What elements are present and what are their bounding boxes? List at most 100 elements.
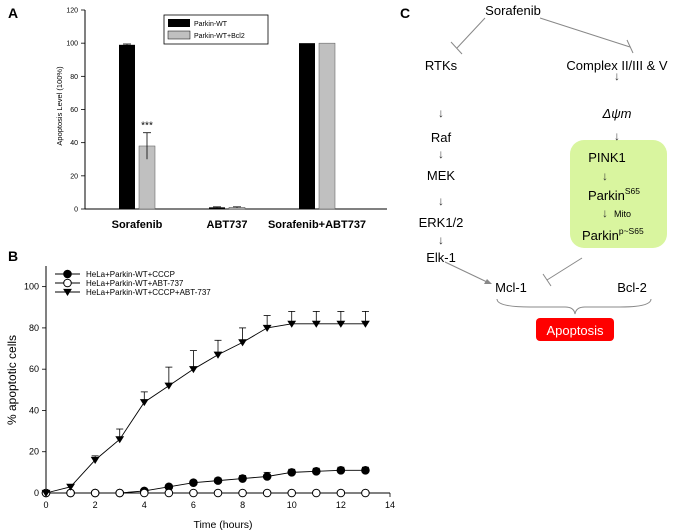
data-point (361, 488, 370, 498)
data-point (238, 474, 247, 483)
data-point (41, 489, 51, 497)
series-hela-parkin-wt-cccp-abt-737 (41, 310, 370, 497)
x-tick-label: 2 (93, 500, 98, 510)
legend-label-hela-parkin-wt-abt-737: HeLa+Parkin-WT+ABT-737 (86, 279, 184, 288)
data-point (189, 366, 198, 374)
data-point (139, 488, 149, 498)
line-chart-y-label: % apoptotic cells (5, 335, 19, 425)
data-point (311, 320, 321, 328)
data-point (213, 488, 223, 498)
node-apoptosis: Apoptosis (546, 323, 604, 338)
data-point (311, 467, 321, 476)
legend-marker-hela-parkin-wt-cccp-abt-737 (63, 288, 72, 296)
data-point (311, 488, 321, 498)
diagram-connectors (444, 17, 634, 287)
y-tick-label: 40 (70, 140, 78, 147)
data-point (189, 488, 198, 498)
bar-chart-y-label: Apoptosis Level (100%) (55, 66, 64, 146)
data-point (164, 488, 174, 498)
node-pink1: PINK1 (588, 150, 626, 165)
bar-parkin-wt-sorafenib (119, 44, 135, 210)
node-mcl1: Mcl-1 (495, 280, 527, 295)
data-point (164, 382, 174, 390)
bar-chart-categories: Sorafenib ABT737 Sorafenib+ABT737 (112, 219, 366, 231)
y-tick-label: 0 (74, 207, 78, 214)
category-label-abt737: ABT737 (207, 219, 248, 231)
line-chart-y-ticks: 0 20 40 60 80 100 (24, 282, 46, 498)
y-tick-label: 20 (70, 173, 78, 180)
y-tick-label: 0 (34, 488, 39, 498)
data-point (238, 488, 247, 498)
node-delta-psi: Δψm (601, 106, 631, 121)
data-point (262, 472, 272, 481)
x-tick-label: 8 (240, 500, 245, 510)
arrowhead-mcl1 (484, 279, 492, 284)
panel-label-a: A (8, 5, 18, 21)
data-point (213, 476, 223, 485)
line-chart-x-label: Time (hours) (193, 519, 252, 531)
panel-label-b: B (8, 248, 18, 264)
inhibit-bar-complex (626, 39, 634, 54)
arrow-complex-psi: ↓ (614, 69, 620, 83)
category-label-sorafenib-abt737: Sorafenib+ABT737 (268, 219, 366, 231)
series-hela-parkin-wt-abt-737 (41, 488, 370, 498)
inhibit-bar-rtks (450, 41, 463, 55)
arrow-raf-mek: ↓ (438, 147, 444, 161)
significance-annotation: *** (141, 121, 153, 132)
node-parkin-s65: ParkinS65 (588, 186, 640, 203)
diagram-arrows: ↓ ↓ ↓ ↓ ↓ ↓ ↓ ↓ (438, 69, 620, 247)
node-raf: Raf (431, 130, 452, 145)
arrow-erk-elk: ↓ (438, 233, 444, 247)
panel-label-c: C (400, 5, 410, 21)
parkin-p-s65-superscript: p~S65 (619, 226, 644, 236)
y-tick-label: 60 (29, 364, 39, 374)
y-tick-label: 80 (29, 323, 39, 333)
y-tick-label: 20 (29, 447, 39, 457)
parkin-p-s65-base: Parkin (582, 228, 619, 243)
apoptosis-box (536, 318, 614, 341)
legend-marker-hela-parkin-wt-cccp (63, 269, 72, 279)
line-chart-legend: HeLa+Parkin-WT+CCCPHeLa+Parkin-WT+ABT-73… (55, 269, 211, 297)
data-point (189, 478, 198, 487)
pink1-parkin-box (570, 140, 667, 248)
x-tick-label: 6 (191, 500, 196, 510)
data-point (287, 468, 297, 477)
data-point (361, 466, 370, 475)
bar-parkin-wt-sorafenib-abt737 (299, 43, 315, 209)
arrow-rtks-raf: ↓ (438, 106, 444, 120)
y-tick-label: 120 (66, 8, 78, 15)
node-erk: ERK1/2 (419, 215, 464, 230)
x-tick-label: 4 (142, 500, 147, 510)
data-point (115, 436, 125, 444)
data-point (90, 488, 100, 498)
data-point (262, 324, 272, 332)
series-line (45, 323, 366, 494)
arrow-parkin-parkinp: ↓ (602, 206, 608, 220)
parkin-s65-base: Parkin (588, 188, 625, 203)
node-elk1: Elk-1 (426, 250, 456, 265)
y-tick-label: 80 (70, 74, 78, 81)
legend-label-parkin-wt-bcl2: Parkin-WT+Bcl2 (194, 33, 245, 40)
node-bcl2: Bcl-2 (617, 280, 647, 295)
x-tick-label: 0 (43, 500, 48, 510)
data-point (90, 456, 100, 464)
data-point (213, 351, 223, 359)
data-point (336, 320, 346, 328)
category-label-sorafenib: Sorafenib (112, 219, 163, 231)
data-point (361, 320, 370, 328)
legend-swatch-parkin-wt (168, 19, 190, 27)
node-mito: Mito (614, 209, 631, 219)
bar-parkin-wt-bcl2-sorafenib-abt737 (318, 42, 336, 210)
sorafenib-inhibits-rtks (456, 17, 486, 49)
data-point (336, 488, 346, 498)
x-tick-label: 12 (336, 500, 346, 510)
node-rtks: RTKs (425, 58, 458, 73)
data-point (262, 488, 272, 498)
line-chart-series (41, 310, 370, 498)
elk1-to-mcl1 (444, 261, 488, 283)
diagram-arrowheads (484, 279, 492, 284)
node-sorafenib: Sorafenib (485, 3, 541, 18)
inhibit-bar-mcl1 (542, 273, 552, 287)
legend-label-hela-parkin-wt-cccp-abt-737: HeLa+Parkin-WT+CCCP+ABT-737 (86, 288, 211, 297)
